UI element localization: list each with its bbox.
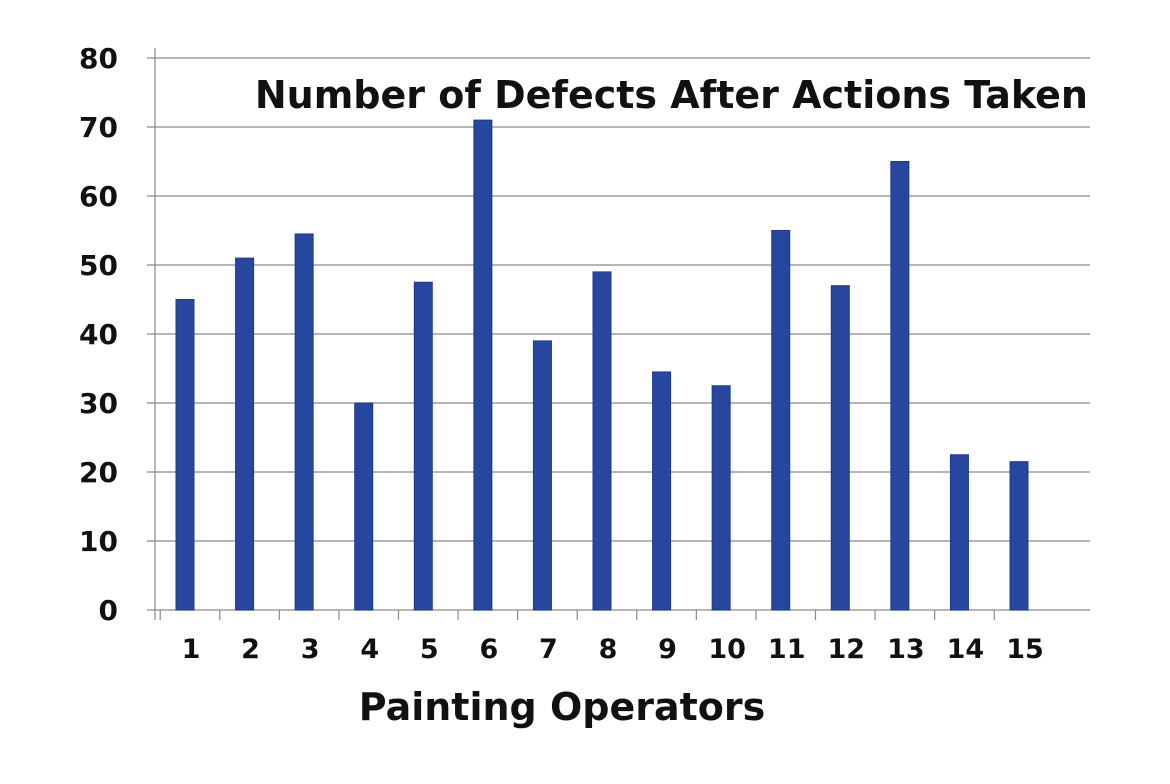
x-tick-label: 2 [241,634,260,665]
y-tick-label: 50 [79,249,118,282]
x-tick-label: 8 [599,634,618,665]
y-tick-label: 20 [79,456,118,489]
bar-operator-12 [830,285,850,611]
x-tick-label: 1 [182,634,201,665]
y-tick-label: 40 [79,318,118,351]
bar-operator-10 [711,385,731,611]
x-tick-label: 6 [479,634,498,665]
x-tick-label: 10 [708,634,746,665]
y-tick-label: 0 [99,594,118,627]
x-tick-label: 14 [947,634,985,665]
y-tick-label: 10 [79,525,118,558]
x-axis-label: Painting Operators [359,685,766,729]
y-tick-label: 70 [79,111,118,144]
x-tick-label: 7 [539,634,558,665]
bar-operator-2 [235,257,255,611]
bar-operator-4 [354,402,374,611]
y-tick-label: 30 [79,387,118,420]
bar-operator-11 [771,230,791,611]
bar-operator-6 [473,119,493,611]
x-tick-label: 13 [887,634,925,665]
axes [154,48,995,620]
bar-operator-1 [175,299,195,611]
chart-title: Number of Defects After Actions Taken [255,73,1088,117]
bars [175,119,1029,611]
bar-operator-14 [949,454,969,611]
bar-operator-13 [890,161,910,611]
gridlines [147,57,1090,611]
y-tick-label: 80 [79,42,118,75]
bar-operator-3 [294,233,314,611]
x-tick-label: 5 [420,634,439,665]
x-tick-label: 15 [1006,634,1044,665]
bar-operator-5 [413,281,433,611]
bar-operator-9 [652,371,672,611]
x-tick-label: 3 [301,634,320,665]
x-tick-label: 12 [827,634,865,665]
x-tick-label: 4 [360,634,379,665]
x-tick-label: 11 [768,634,806,665]
bar-operator-7 [532,340,552,611]
bar-operator-8 [592,271,612,611]
x-tick-label: 9 [658,634,677,665]
y-tick-label: 60 [79,180,118,213]
bar-operator-15 [1009,461,1029,611]
